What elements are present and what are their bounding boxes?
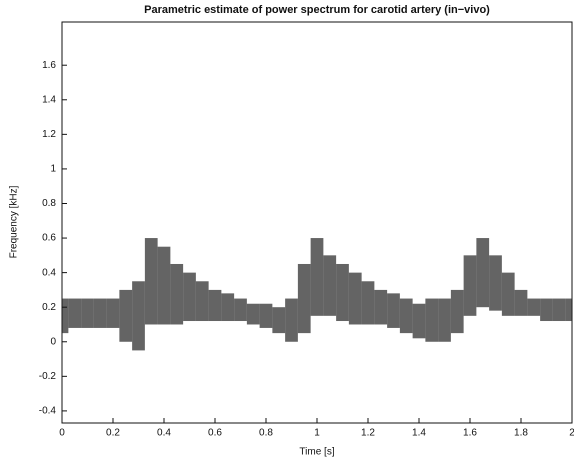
- x-tick-label: 0.4: [157, 428, 171, 439]
- spectrum-band: [93, 298, 107, 328]
- spectrum-band: [361, 281, 375, 325]
- spectrum-band: [272, 307, 286, 334]
- x-tick-label: 1.6: [463, 428, 477, 439]
- spectrum-band: [310, 238, 324, 316]
- spectrum-band: [425, 298, 439, 342]
- spectrum-band: [285, 298, 298, 342]
- spectrum-band: [234, 298, 247, 322]
- spectrum-band: [552, 298, 566, 322]
- x-tick-label: 0.2: [106, 428, 120, 439]
- spectrum-band: [463, 255, 477, 316]
- spectrum-band: [297, 263, 311, 334]
- spectrum-band: [68, 298, 82, 328]
- spectrum-band: [412, 303, 426, 339]
- x-axis-label: Time [s]: [299, 447, 334, 458]
- spectrum-band: [62, 298, 69, 334]
- spectrum-band: [336, 263, 349, 322]
- spectrum-band: [132, 281, 145, 351]
- y-axis-label: Frequency [kHz]: [9, 185, 20, 258]
- x-tick-label: 1.2: [361, 428, 375, 439]
- spectrum-band: [476, 238, 490, 308]
- spectrum-band: [144, 238, 158, 325]
- spectrum-band: [540, 298, 553, 322]
- spectrum-band: [450, 289, 464, 334]
- spectrum-band: [106, 298, 120, 328]
- spectrum-band: [208, 289, 222, 322]
- spectrum-band: [501, 272, 515, 316]
- spectrum-band: [246, 303, 260, 325]
- y-tick-label: 1.4: [42, 94, 56, 105]
- y-tick-label: 0.6: [42, 233, 56, 244]
- spectrum-band: [183, 272, 196, 322]
- y-tick-label: 1: [50, 164, 56, 175]
- spectrum-band: [527, 298, 541, 316]
- y-tick-label: -0.2: [39, 371, 57, 382]
- x-tick-label: 2: [569, 428, 574, 439]
- spectrum-band: [157, 246, 171, 325]
- x-tick-label: 0.8: [259, 428, 273, 439]
- y-tick-label: 0.8: [42, 198, 56, 209]
- spectrum-band: [514, 289, 528, 316]
- spectrum-band: [489, 255, 502, 311]
- chart-title: Parametric estimate of power spectrum fo…: [144, 4, 490, 16]
- spectrum-band: [438, 298, 451, 342]
- x-tick-label: 1.8: [514, 428, 528, 439]
- spectrum-band: [565, 298, 572, 322]
- x-tick-label: 1: [314, 428, 320, 439]
- spectrum-band: [323, 255, 337, 316]
- spectrum-band: [259, 303, 273, 328]
- spectrum-band: [387, 293, 400, 328]
- spectrum-band: [81, 298, 94, 328]
- x-tick-label: 0: [59, 428, 65, 439]
- spectrum-band: [170, 263, 184, 325]
- y-tick-label: 0: [50, 336, 56, 347]
- x-tick-label: 1.4: [412, 428, 426, 439]
- y-tick-label: 0.4: [42, 267, 56, 278]
- plot-frame: [61, 21, 573, 424]
- spectrum-band: [399, 298, 413, 334]
- y-tick-label: -0.4: [39, 406, 57, 417]
- y-tick-label: 1.2: [42, 129, 56, 140]
- spectrum-band: [119, 289, 133, 342]
- y-tick-label: 1.6: [42, 60, 56, 71]
- y-tick-label: 0.2: [42, 302, 56, 313]
- spectrum-band: [348, 272, 362, 325]
- x-tick-label: 0.6: [208, 428, 222, 439]
- spectrum-band: [374, 289, 388, 325]
- spectrum-band: [221, 293, 235, 322]
- spectrum-band: [195, 281, 209, 322]
